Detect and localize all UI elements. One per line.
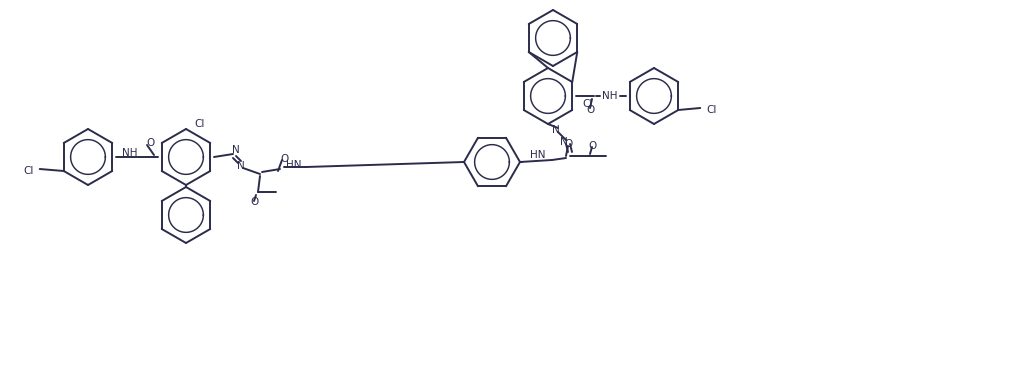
Text: O: O — [586, 105, 594, 115]
Text: NH: NH — [602, 91, 617, 101]
Text: N: N — [553, 125, 560, 135]
Text: Cl: Cl — [582, 99, 593, 109]
Text: O: O — [250, 197, 258, 207]
Text: HN: HN — [530, 150, 545, 160]
Text: N: N — [237, 161, 245, 171]
Text: O: O — [146, 138, 154, 148]
Text: N: N — [560, 137, 568, 147]
Text: Cl: Cl — [194, 119, 205, 129]
Text: NH: NH — [122, 148, 138, 158]
Text: HN: HN — [286, 160, 301, 170]
Text: O: O — [280, 154, 288, 164]
Text: N: N — [233, 145, 240, 155]
Text: O: O — [564, 139, 572, 149]
Text: O: O — [588, 141, 596, 151]
Text: Cl: Cl — [706, 105, 716, 115]
Text: Cl: Cl — [24, 166, 34, 176]
